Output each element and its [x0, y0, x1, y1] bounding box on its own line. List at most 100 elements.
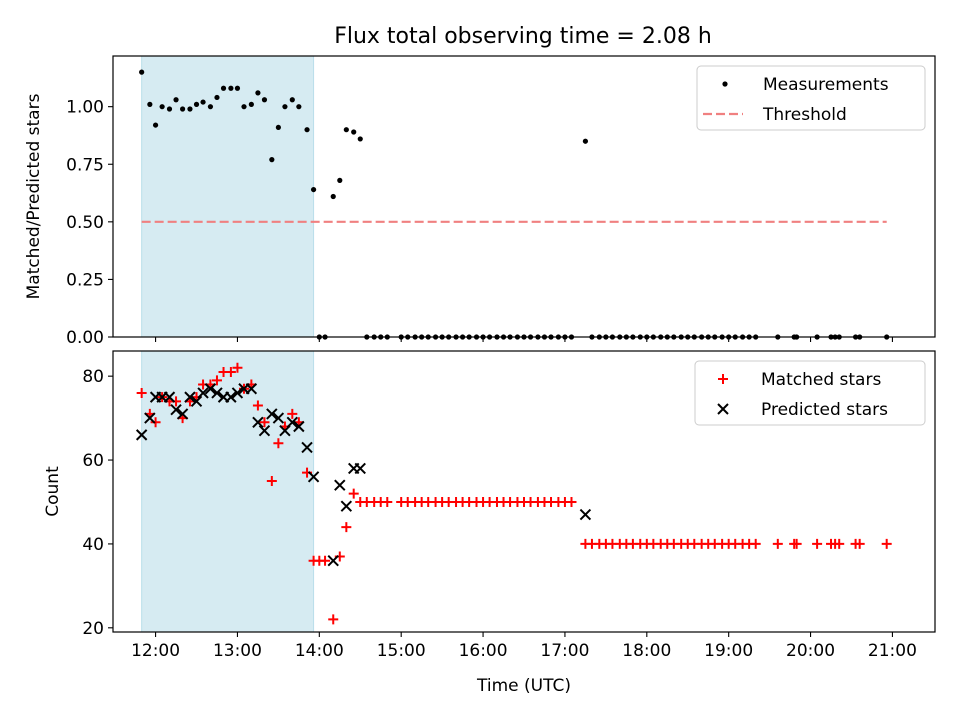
data-point — [136, 387, 147, 398]
data-point — [286, 416, 299, 429]
y-tick-label: 0.50 — [66, 213, 104, 233]
data-point — [579, 508, 592, 521]
data-point — [343, 127, 349, 133]
data-point — [330, 193, 336, 200]
data-point — [258, 424, 271, 437]
data-point — [382, 496, 393, 507]
data-point — [211, 375, 222, 386]
data-point — [252, 416, 264, 429]
data-point — [150, 417, 161, 428]
data-point — [170, 404, 182, 416]
data-point — [179, 106, 186, 112]
data-point — [259, 417, 270, 428]
data-point — [320, 555, 331, 566]
axes-frame — [112, 350, 936, 633]
data-point — [159, 104, 165, 110]
x-tick-label: 16:00 — [459, 641, 508, 661]
legend-label: Measurements — [763, 75, 889, 95]
series-predicted-stars — [135, 383, 592, 567]
x-tick-label: 15:00 — [377, 641, 426, 661]
data-point — [881, 538, 892, 549]
data-point — [245, 383, 258, 395]
data-point — [193, 101, 200, 107]
y-tick-label: 0.75 — [66, 155, 104, 175]
data-point — [310, 186, 317, 193]
data-point — [340, 500, 353, 512]
data-point — [261, 97, 268, 103]
data-point — [173, 97, 179, 103]
data-point — [357, 136, 363, 142]
y-tick-label: 20 — [82, 619, 104, 639]
data-point — [225, 366, 236, 377]
legend: Matched stars Predicted stars — [694, 360, 926, 426]
data-point — [228, 85, 234, 91]
axes-frame — [112, 55, 936, 338]
y-tick-label: 80 — [82, 367, 104, 387]
legend-marker — [722, 81, 728, 87]
x-tick-label: 14:00 — [295, 641, 344, 661]
data-point — [166, 106, 173, 112]
data-point — [328, 614, 339, 625]
y-axis-label: Count — [43, 466, 63, 517]
data-point — [152, 122, 159, 128]
data-point — [220, 85, 227, 91]
x-tick-label: 19:00 — [704, 641, 753, 661]
data-point — [351, 129, 357, 135]
data-point — [301, 441, 313, 454]
data-point — [252, 400, 263, 411]
data-point — [341, 522, 352, 533]
y-tick-label: 1.00 — [66, 98, 104, 118]
x-tick-label: 13:00 — [213, 641, 262, 661]
data-point — [248, 101, 254, 107]
data-point — [255, 90, 261, 96]
chart-title: Flux total observing time = 2.08 h — [334, 24, 712, 49]
data-point — [791, 538, 802, 549]
data-point — [187, 106, 193, 112]
data-point — [176, 408, 189, 420]
legend-marker — [718, 374, 728, 384]
data-point — [854, 538, 865, 549]
data-point — [348, 488, 359, 499]
legend-label: Predicted stars — [761, 400, 888, 420]
x-tick-label: 18:00 — [622, 641, 671, 661]
data-point — [163, 391, 176, 403]
x-tick-label: 21:00 — [868, 641, 917, 661]
y-axis-label: Matched/Predicted stars — [24, 93, 44, 299]
y-tick-label: 60 — [82, 451, 104, 471]
data-point — [293, 420, 305, 433]
data-point — [287, 408, 298, 419]
data-point — [327, 554, 339, 567]
legend-label: Threshold — [762, 105, 847, 125]
data-point — [566, 496, 577, 507]
data-point — [232, 362, 243, 373]
data-point — [200, 99, 206, 105]
data-point — [234, 85, 241, 91]
data-point — [772, 538, 783, 549]
data-point — [190, 395, 203, 408]
x-tick-label: 12:00 — [131, 641, 180, 661]
data-point — [296, 104, 302, 110]
y-tick-label: 0.25 — [66, 270, 104, 290]
data-point — [582, 138, 589, 144]
data-point — [750, 538, 761, 549]
data-point — [147, 101, 153, 107]
data-point — [275, 124, 281, 131]
series-matched-stars — [136, 362, 892, 625]
data-point — [334, 479, 346, 491]
top-panel: 0.00 0.25 0.50 0.75 1.00 Matched/Predicted st… — [24, 55, 936, 348]
data-point — [211, 387, 223, 399]
data-point — [144, 412, 156, 424]
data-point — [282, 104, 288, 110]
data-point — [214, 94, 220, 101]
data-point — [272, 412, 285, 424]
x-tick-label: 20:00 — [786, 641, 835, 661]
data-point — [289, 97, 295, 103]
data-point — [834, 538, 845, 549]
data-point — [241, 104, 247, 110]
data-point — [307, 471, 320, 483]
data-point — [225, 391, 237, 403]
data-point — [207, 104, 214, 110]
data-point — [204, 383, 217, 395]
data-point — [266, 408, 278, 420]
